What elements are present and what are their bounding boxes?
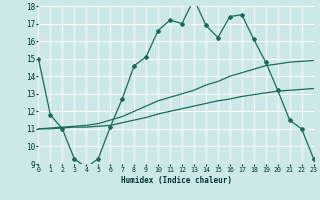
X-axis label: Humidex (Indice chaleur): Humidex (Indice chaleur) [121, 176, 231, 185]
